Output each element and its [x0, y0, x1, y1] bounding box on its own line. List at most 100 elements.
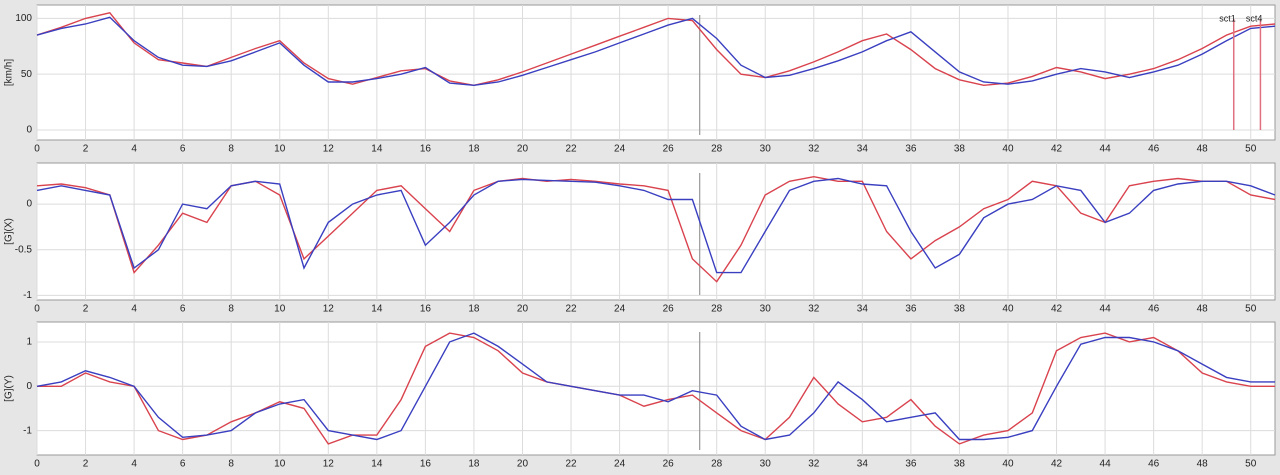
series-line [36, 177, 1276, 274]
x-tick-label: 8 [228, 304, 234, 315]
x-tick-label: 4 [131, 304, 137, 315]
x-tick-label: 46 [1148, 459, 1160, 470]
marker-label: sct4 [1246, 13, 1263, 23]
y-tick-label: -1 [23, 425, 32, 436]
x-tick-label: 44 [1100, 304, 1112, 315]
x-tick-label: 20 [517, 459, 529, 470]
x-tick-label: 48 [1197, 304, 1209, 315]
x-tick-label: 32 [808, 304, 820, 315]
x-tick-label: 36 [905, 459, 917, 470]
x-tick-label: 40 [1002, 144, 1014, 155]
y-tick-label: 100 [15, 13, 32, 24]
x-tick-label: 28 [711, 304, 723, 315]
x-tick-label: 36 [905, 144, 917, 155]
x-tick-label: 26 [663, 144, 675, 155]
x-tick-label: 46 [1148, 304, 1160, 315]
series-line [36, 12, 1276, 87]
y-tick-label: 0 [26, 125, 32, 136]
y-tick-label: -1 [23, 290, 32, 301]
x-tick-label: 28 [711, 144, 723, 155]
x-tick-label: 14 [371, 144, 383, 155]
x-tick-label: 6 [180, 144, 186, 155]
x-tick-label: 40 [1002, 459, 1014, 470]
x-tick-label: 16 [420, 459, 432, 470]
x-tick-label: 4 [131, 459, 137, 470]
x-tick-label: 50 [1245, 144, 1257, 155]
x-tick-label: 48 [1197, 459, 1209, 470]
x-tick-label: 44 [1100, 459, 1112, 470]
x-tick-label: 30 [760, 459, 772, 470]
y-axis-label: [km/h] [4, 59, 15, 86]
x-tick-label: 32 [808, 144, 820, 155]
x-tick-label: 2 [83, 304, 89, 315]
x-tick-label: 38 [954, 304, 966, 315]
y-tick-label: 1 [26, 337, 32, 348]
y-axis-label: [G](X) [4, 218, 15, 245]
x-tick-label: 38 [954, 144, 966, 155]
x-tick-label: 40 [1002, 304, 1014, 315]
marker-label: sct1 [1219, 13, 1236, 23]
x-tick-label: 8 [228, 459, 234, 470]
x-tick-label: 30 [760, 144, 772, 155]
x-tick-label: 22 [565, 304, 577, 315]
series-line [36, 16, 1276, 87]
x-tick-label: 10 [274, 459, 286, 470]
x-tick-label: 24 [614, 459, 626, 470]
plot-area [36, 4, 1276, 141]
x-tick-label: 22 [565, 459, 577, 470]
x-tick-label: 12 [323, 144, 335, 155]
x-tick-label: 6 [180, 459, 186, 470]
x-tick-label: 42 [1051, 304, 1063, 315]
x-tick-label: 42 [1051, 144, 1063, 155]
plot-area [36, 162, 1276, 301]
x-tick-label: 28 [711, 459, 723, 470]
series-line [37, 332, 1275, 445]
x-tick-label: 16 [420, 304, 432, 315]
x-tick-label: 8 [228, 144, 234, 155]
x-tick-label: 0 [34, 459, 40, 470]
x-tick-label: 44 [1100, 144, 1112, 155]
y-axis-label: [G](Y) [4, 375, 15, 402]
x-tick-label: 12 [323, 459, 335, 470]
x-tick-label: 0 [34, 304, 40, 315]
x-tick-label: 16 [420, 144, 432, 155]
x-tick-label: 50 [1245, 459, 1257, 470]
x-tick-label: 2 [83, 144, 89, 155]
x-tick-label: 36 [905, 304, 917, 315]
x-tick-label: 10 [274, 144, 286, 155]
x-tick-label: 24 [614, 144, 626, 155]
x-tick-label: 32 [808, 459, 820, 470]
x-tick-label: 12 [323, 304, 335, 315]
x-tick-label: 18 [468, 304, 480, 315]
x-tick-label: 4 [131, 144, 137, 155]
x-tick-label: 42 [1051, 459, 1063, 470]
x-tick-label: 6 [180, 304, 186, 315]
x-tick-label: 2 [83, 459, 89, 470]
x-tick-label: 24 [614, 304, 626, 315]
x-tick-label: 10 [274, 304, 286, 315]
x-tick-label: 46 [1148, 144, 1160, 155]
x-tick-label: 18 [468, 144, 480, 155]
x-tick-label: 14 [371, 304, 383, 315]
x-tick-label: 20 [517, 144, 529, 155]
y-tick-label: -0.5 [15, 244, 33, 255]
x-tick-label: 18 [468, 459, 480, 470]
x-tick-label: 14 [371, 459, 383, 470]
x-tick-label: 34 [857, 459, 869, 470]
x-tick-label: 22 [565, 144, 577, 155]
y-tick-label: 50 [21, 69, 33, 80]
x-tick-label: 34 [857, 144, 869, 155]
x-tick-label: 50 [1245, 304, 1257, 315]
x-tick-label: 48 [1197, 144, 1209, 155]
x-tick-label: 30 [760, 304, 772, 315]
y-tick-label: 0 [26, 381, 32, 392]
x-tick-label: 26 [663, 459, 675, 470]
x-tick-label: 20 [517, 304, 529, 315]
series-line [36, 332, 1275, 441]
x-tick-label: 34 [857, 304, 869, 315]
x-tick-label: 26 [663, 304, 675, 315]
x-tick-label: 0 [34, 144, 40, 155]
y-tick-label: 0 [26, 199, 32, 210]
x-tick-label: 38 [954, 459, 966, 470]
